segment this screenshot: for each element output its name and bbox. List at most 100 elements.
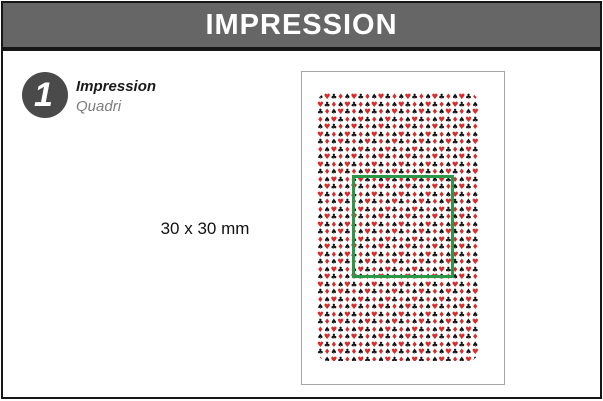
suit-symbol: ♦ (330, 129, 338, 139)
suit-symbol: ♦ (364, 152, 371, 161)
suit-symbol: ♦ (411, 99, 419, 109)
suit-symbol: ♥ (418, 137, 425, 146)
suit-symbol: ♣ (451, 197, 459, 206)
suit-symbol: ♣ (391, 324, 398, 334)
suit-symbol: ♣ (343, 197, 351, 206)
suit-symbol: ♦ (357, 309, 365, 319)
suit-symbol: ♦ (397, 294, 405, 304)
suit-symbol: ♣ (411, 332, 419, 341)
suit-symbol: ♣ (357, 302, 365, 311)
suit-symbol: ♠ (418, 219, 425, 229)
suit-symbol: ♣ (317, 167, 324, 176)
suit-symbol: ♦ (391, 182, 398, 191)
suit-symbol: ♣ (330, 302, 338, 311)
suit-symbol: ♠ (357, 197, 365, 206)
suit-symbol: ♦ (357, 99, 365, 109)
suit-symbol: ♠ (317, 302, 324, 311)
suit-symbol: ♠ (364, 279, 371, 289)
suit-symbol: ♣ (357, 242, 365, 251)
suit-symbol: ♦ (364, 122, 371, 131)
suit-symbol: ♣ (323, 309, 331, 319)
suit-symbol: ♦ (377, 287, 385, 296)
suit-symbol: ♦ (364, 182, 371, 191)
suit-symbol: ♠ (451, 122, 459, 131)
suit-symbol: ♣ (471, 354, 479, 361)
print-area-outline (352, 175, 454, 278)
suit-symbol: ♦ (370, 264, 378, 274)
suit-symbol: ♠ (431, 174, 439, 184)
suit-symbol: ♥ (397, 249, 405, 259)
suit-symbol: ♥ (465, 354, 472, 361)
suit-symbol: ♣ (404, 99, 412, 109)
suit-symbol: ♥ (404, 93, 412, 101)
suit-symbol: ♦ (384, 219, 392, 229)
suit-symbol: ♥ (418, 347, 425, 356)
suit-symbol: ♥ (465, 144, 472, 154)
suit-symbol: ♦ (397, 324, 405, 334)
suit-symbol: ♥ (337, 347, 344, 356)
suit-symbol: ♦ (404, 137, 412, 146)
suit-symbol: ♦ (438, 99, 445, 109)
suit-symbol: ♥ (411, 144, 419, 154)
suit-symbol: ♠ (330, 137, 338, 146)
suit-symbol: ♥ (411, 294, 419, 304)
suit-symbol: ♥ (317, 279, 324, 289)
suit-symbol: ♠ (404, 174, 412, 184)
suit-symbol: ♥ (465, 294, 472, 304)
suit-symbol: ♦ (451, 354, 459, 361)
suit-symbol: ♠ (465, 107, 472, 116)
suit-symbol: ♣ (451, 167, 459, 176)
suit-symbol: ♦ (377, 257, 385, 266)
suit-symbol: ♣ (438, 152, 445, 161)
suit-symbol: ♦ (451, 144, 459, 154)
suit-symbol: ♥ (404, 302, 412, 311)
step-title: Impression (76, 78, 157, 95)
suit-symbol: ♠ (411, 197, 419, 206)
suit-symbol: ♠ (424, 332, 432, 341)
suit-symbol: ♦ (418, 152, 425, 161)
suit-symbol: ♥ (411, 354, 419, 361)
suit-symbol: ♠ (465, 197, 472, 206)
suit-symbol: ♥ (377, 93, 385, 101)
suit-symbol: ♣ (337, 234, 344, 244)
suit-symbol: ♣ (377, 159, 385, 169)
suit-symbol: ♣ (377, 279, 385, 289)
suit-symbol: ♠ (404, 114, 412, 124)
suit-symbol: ♣ (404, 159, 412, 169)
suit-symbol: ♣ (384, 242, 392, 251)
suit-symbol: ♠ (377, 324, 385, 334)
suit-symbol: ♥ (397, 309, 405, 319)
suit-symbol: ♠ (418, 309, 425, 319)
suit-symbol: ♥ (337, 167, 344, 176)
suit-symbol: ♦ (451, 234, 459, 244)
suit-symbol: ♥ (465, 324, 472, 334)
suit-symbol: ♣ (377, 219, 385, 229)
suit-symbol: ♣ (424, 287, 432, 296)
suit-symbol: ♦ (465, 309, 472, 319)
suit-symbol: ♣ (397, 257, 405, 266)
suit-symbol: ♠ (343, 93, 351, 101)
suit-symbol: ♠ (431, 354, 439, 361)
suit-symbol: ♠ (337, 129, 344, 139)
suit-symbol: ♠ (404, 144, 412, 154)
suit-symbol: ♥ (465, 114, 472, 124)
suit-symbol: ♣ (404, 189, 412, 199)
suit-symbol: ♣ (451, 107, 459, 116)
suit-symbol: ♣ (411, 122, 419, 131)
suit-symbol: ♥ (451, 99, 459, 109)
suit-symbol: ♥ (418, 227, 425, 236)
suit-symbol: ♦ (465, 159, 472, 169)
suit-symbol: ♦ (384, 159, 392, 169)
suit-symbol: ♦ (404, 287, 412, 296)
suit-symbol: ♥ (438, 234, 445, 244)
suit-symbol: ♣ (384, 212, 392, 221)
suit-symbol: ♥ (343, 339, 351, 349)
suit-symbol: ♠ (384, 197, 392, 206)
suit-symbol: ♠ (458, 174, 466, 184)
suit-symbol: ♠ (451, 93, 459, 101)
suit-symbol: ♠ (444, 159, 452, 169)
suit-symbol: ♦ (317, 144, 324, 154)
suit-symbol: ♣ (404, 279, 412, 289)
suit-symbol: ♣ (431, 99, 439, 109)
suit-symbol: ♣ (451, 227, 459, 236)
